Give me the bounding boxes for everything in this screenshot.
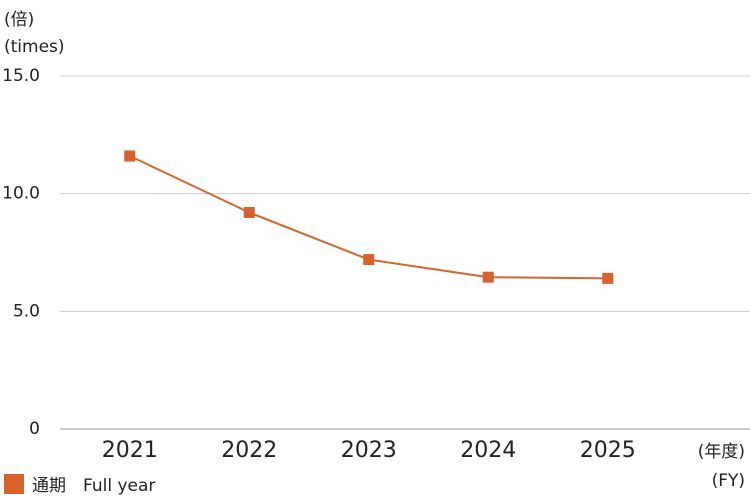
point-marker bbox=[363, 254, 375, 266]
y-tick-label: 10.0 bbox=[2, 184, 40, 204]
x-unit-label: (FY) bbox=[712, 471, 745, 491]
y-unit-label: (倍) bbox=[4, 10, 34, 30]
point-marker bbox=[124, 150, 136, 162]
y-unit-label: (times) bbox=[4, 37, 65, 57]
x-unit-label: (年度) bbox=[698, 442, 745, 462]
y-tick-label: 0 bbox=[29, 419, 40, 439]
legend-label: 通期 Full year bbox=[32, 476, 155, 496]
x-tick-label: 2022 bbox=[221, 438, 277, 463]
x-tick-label: 2025 bbox=[580, 438, 636, 463]
y-tick-label: 5.0 bbox=[13, 301, 40, 321]
point-marker bbox=[243, 206, 255, 218]
x-tick-label: 2023 bbox=[341, 438, 397, 463]
y-tick-label: 15.0 bbox=[2, 66, 40, 86]
point-marker bbox=[482, 271, 494, 283]
legend-swatch bbox=[4, 474, 24, 494]
x-tick-label: 2021 bbox=[102, 438, 158, 463]
point-marker bbox=[602, 272, 614, 284]
x-tick-label: 2024 bbox=[460, 438, 516, 463]
